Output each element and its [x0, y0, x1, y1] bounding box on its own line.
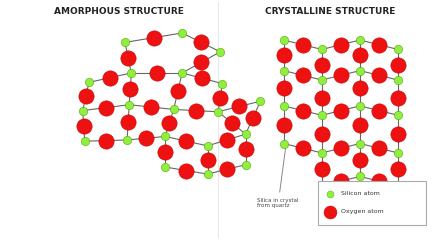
Text: AMORPHOUS STRUCTURE: AMORPHOUS STRUCTURE — [54, 7, 184, 16]
Text: CRYSTALLINE STRUCTURE: CRYSTALLINE STRUCTURE — [265, 7, 395, 16]
Text: Oxygen atom: Oxygen atom — [341, 210, 384, 215]
Text: Silica in crystal
from quartz: Silica in crystal from quartz — [257, 149, 299, 208]
FancyBboxPatch shape — [318, 181, 426, 225]
Text: Silicon atom: Silicon atom — [341, 191, 380, 196]
